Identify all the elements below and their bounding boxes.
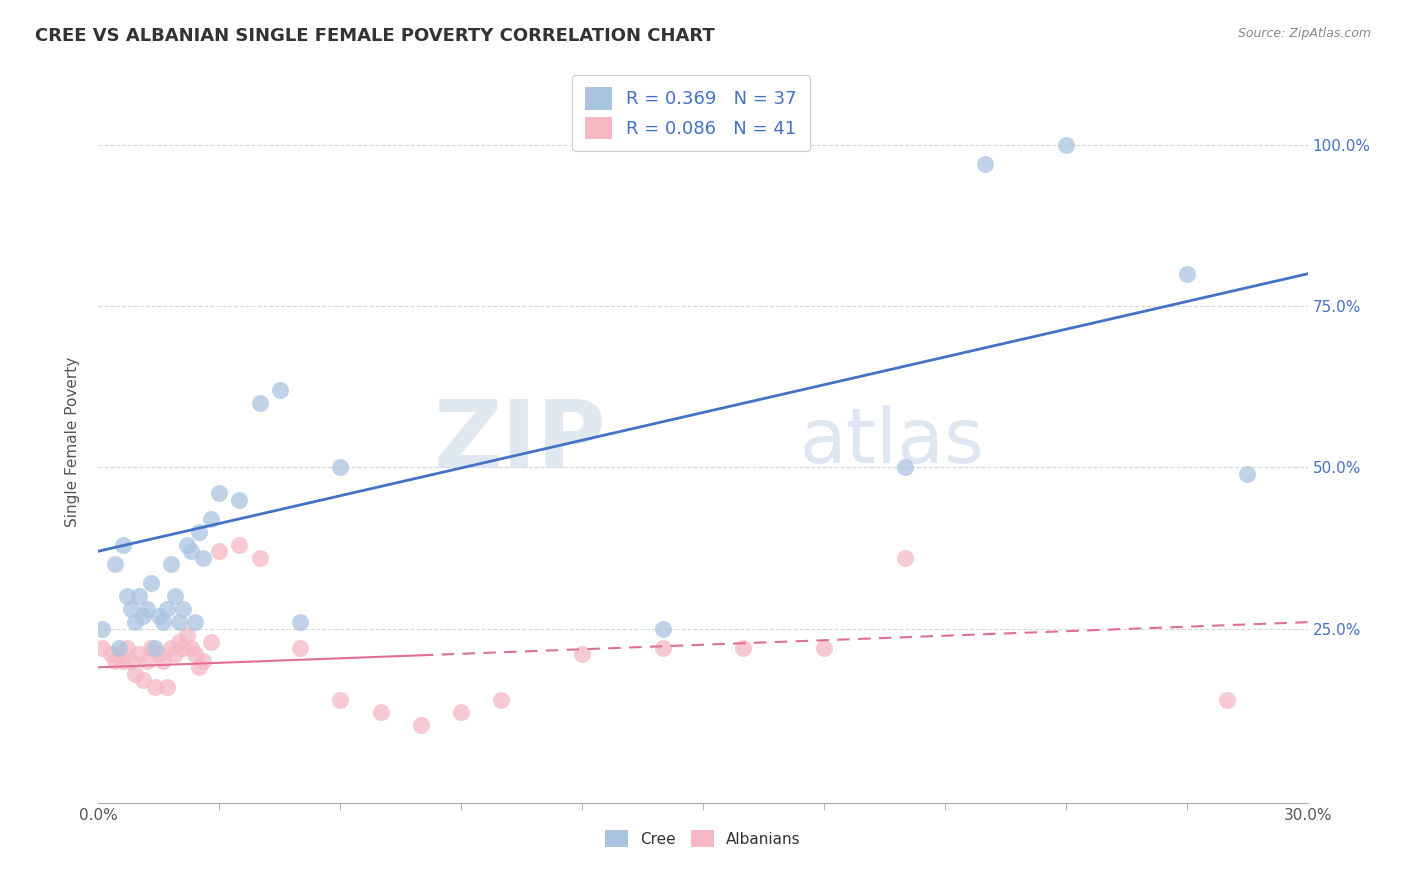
Point [450, 706, 472, 720]
Point [167, 634, 190, 648]
Point [156, 602, 179, 616]
Point [188, 524, 211, 539]
Point [91, 640, 114, 655]
Point [1216, 692, 1239, 706]
Point [228, 492, 250, 507]
Point [163, 590, 186, 604]
Point [1236, 467, 1258, 481]
Point [228, 538, 250, 552]
Point [111, 538, 134, 552]
Point [180, 640, 202, 655]
Point [269, 383, 291, 397]
Point [184, 615, 207, 630]
Point [100, 648, 122, 662]
Point [651, 640, 673, 655]
Legend: Cree, Albanians: Cree, Albanians [599, 824, 807, 853]
Point [115, 590, 138, 604]
Point [160, 640, 183, 655]
Point [193, 550, 215, 565]
Point [103, 654, 125, 668]
Point [143, 680, 166, 694]
Point [208, 486, 231, 500]
Point [172, 602, 194, 616]
Point [128, 648, 150, 662]
Point [107, 648, 129, 662]
Point [160, 557, 183, 571]
Point [813, 640, 835, 655]
Point [132, 608, 155, 623]
Point [139, 576, 162, 591]
Point [409, 718, 432, 732]
Point [249, 550, 271, 565]
Text: ZIP: ZIP [433, 395, 606, 488]
Point [893, 460, 915, 475]
Point [152, 654, 174, 668]
Point [1054, 137, 1077, 152]
Point [249, 396, 271, 410]
Text: atlas: atlas [800, 405, 984, 478]
Point [152, 615, 174, 630]
Point [370, 706, 392, 720]
Point [200, 512, 222, 526]
Point [893, 550, 915, 565]
Point [124, 615, 146, 630]
Point [107, 640, 129, 655]
Point [115, 640, 138, 655]
Point [329, 460, 352, 475]
Point [111, 654, 134, 668]
Point [193, 654, 215, 668]
Point [200, 634, 222, 648]
Point [208, 544, 231, 558]
Point [120, 602, 142, 616]
Text: Source: ZipAtlas.com: Source: ZipAtlas.com [1237, 27, 1371, 40]
Point [184, 648, 207, 662]
Point [491, 692, 513, 706]
Point [148, 608, 170, 623]
Point [139, 640, 162, 655]
Point [156, 680, 179, 694]
Point [124, 666, 146, 681]
Point [135, 654, 157, 668]
Point [329, 692, 352, 706]
Point [120, 654, 142, 668]
Point [132, 673, 155, 688]
Point [651, 622, 673, 636]
Point [176, 538, 198, 552]
Text: CREE VS ALBANIAN SINGLE FEMALE POVERTY CORRELATION CHART: CREE VS ALBANIAN SINGLE FEMALE POVERTY C… [35, 27, 714, 45]
Point [128, 590, 150, 604]
Point [103, 557, 125, 571]
Point [167, 615, 190, 630]
Point [571, 648, 593, 662]
Point [1175, 267, 1198, 281]
Point [288, 615, 311, 630]
Point [288, 640, 311, 655]
Point [143, 640, 166, 655]
Point [172, 640, 194, 655]
Point [135, 602, 157, 616]
Point [733, 640, 755, 655]
Point [974, 157, 997, 171]
Point [163, 648, 186, 662]
Point [91, 622, 114, 636]
Y-axis label: Single Female Poverty: Single Female Poverty [65, 357, 80, 526]
Point [176, 628, 198, 642]
Point [188, 660, 211, 674]
Point [148, 648, 170, 662]
Point [180, 544, 202, 558]
